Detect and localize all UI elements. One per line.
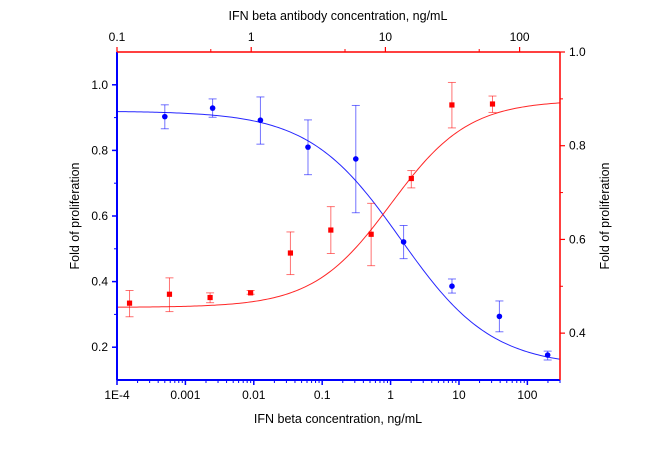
data-point-red: [206, 292, 215, 304]
point-marker: [544, 352, 551, 358]
right-tick-label: 0.6: [569, 232, 586, 246]
data-point-blue: [351, 104, 360, 214]
data-point-blue: [495, 300, 504, 333]
left-tick-label: 0.2: [91, 340, 108, 354]
left-tick-label: 0.8: [91, 143, 108, 157]
bottom-tick-label: 100: [517, 388, 537, 402]
bottom-tick-label: 10: [452, 388, 466, 402]
point-marker: [287, 250, 294, 256]
left-tick-label: 0.6: [91, 209, 108, 223]
data-point-blue: [543, 350, 552, 361]
data-point-blue: [208, 98, 217, 118]
data-point-red: [367, 202, 376, 267]
fit-curve-blue: [116, 111, 561, 360]
data-point-red: [407, 170, 416, 189]
right-tick-label: 0.8: [569, 139, 586, 153]
bottom-axis-label: IFN beta concentration, ng/mL: [254, 412, 422, 426]
point-marker: [496, 313, 503, 320]
right-tick-label: 0.4: [569, 326, 586, 340]
point-marker: [162, 113, 168, 120]
top-tick-label: 0.1: [109, 30, 126, 44]
data-point-blue: [399, 225, 408, 260]
point-marker: [352, 156, 359, 162]
data-point-blue: [447, 278, 456, 294]
data-point-red: [326, 206, 335, 254]
bottom-tick-label: 1E-4: [104, 388, 130, 402]
point-marker: [126, 300, 133, 306]
bottom-tick-label: 0.001: [170, 388, 200, 402]
top-axis-label: IFN beta antibody concentration, ng/mL: [229, 9, 448, 23]
point-marker: [328, 227, 334, 233]
data-point-blue: [303, 119, 312, 176]
left-axis-label: Fold of proliferation: [68, 162, 82, 269]
point-marker: [209, 105, 216, 111]
data-points: [125, 81, 552, 361]
left-tick-label: 0.4: [91, 275, 108, 289]
point-marker: [257, 117, 264, 124]
point-marker: [449, 283, 455, 289]
data-point-blue: [256, 96, 265, 145]
point-marker: [368, 231, 374, 237]
point-marker: [408, 175, 414, 182]
top-tick-label: 1: [248, 30, 255, 44]
bottom-tick-label: 0.01: [242, 388, 266, 402]
point-marker: [166, 291, 173, 297]
fit-curves: [116, 102, 561, 360]
left-tick-label: 1.0: [91, 78, 108, 92]
data-point-red: [165, 277, 174, 313]
bottom-tick-label: 0.1: [314, 388, 331, 402]
point-marker: [489, 101, 496, 107]
data-point-red: [447, 81, 456, 129]
data-point-blue: [160, 104, 169, 130]
data-point-red: [246, 290, 255, 296]
top-tick-label: 100: [510, 30, 530, 44]
point-marker: [400, 239, 407, 245]
bottom-tick-label: 1: [387, 388, 394, 402]
right-axis-label: Fold of proliferation: [598, 162, 612, 269]
top-tick-label: 10: [379, 30, 393, 44]
point-marker: [305, 144, 311, 150]
data-point-red: [286, 231, 295, 276]
right-tick-label: 1.0: [569, 45, 586, 59]
data-point-red: [125, 290, 134, 318]
point-marker: [248, 290, 254, 296]
point-marker: [449, 102, 455, 108]
axes: 1E-4 0.001 0.01 0.1 1 10 100 0.1 1 10 100 0.2 0.4 0.6…: [91, 30, 586, 402]
fit-curve-red: [116, 102, 561, 308]
data-point-red: [488, 95, 497, 113]
point-marker: [207, 294, 213, 301]
